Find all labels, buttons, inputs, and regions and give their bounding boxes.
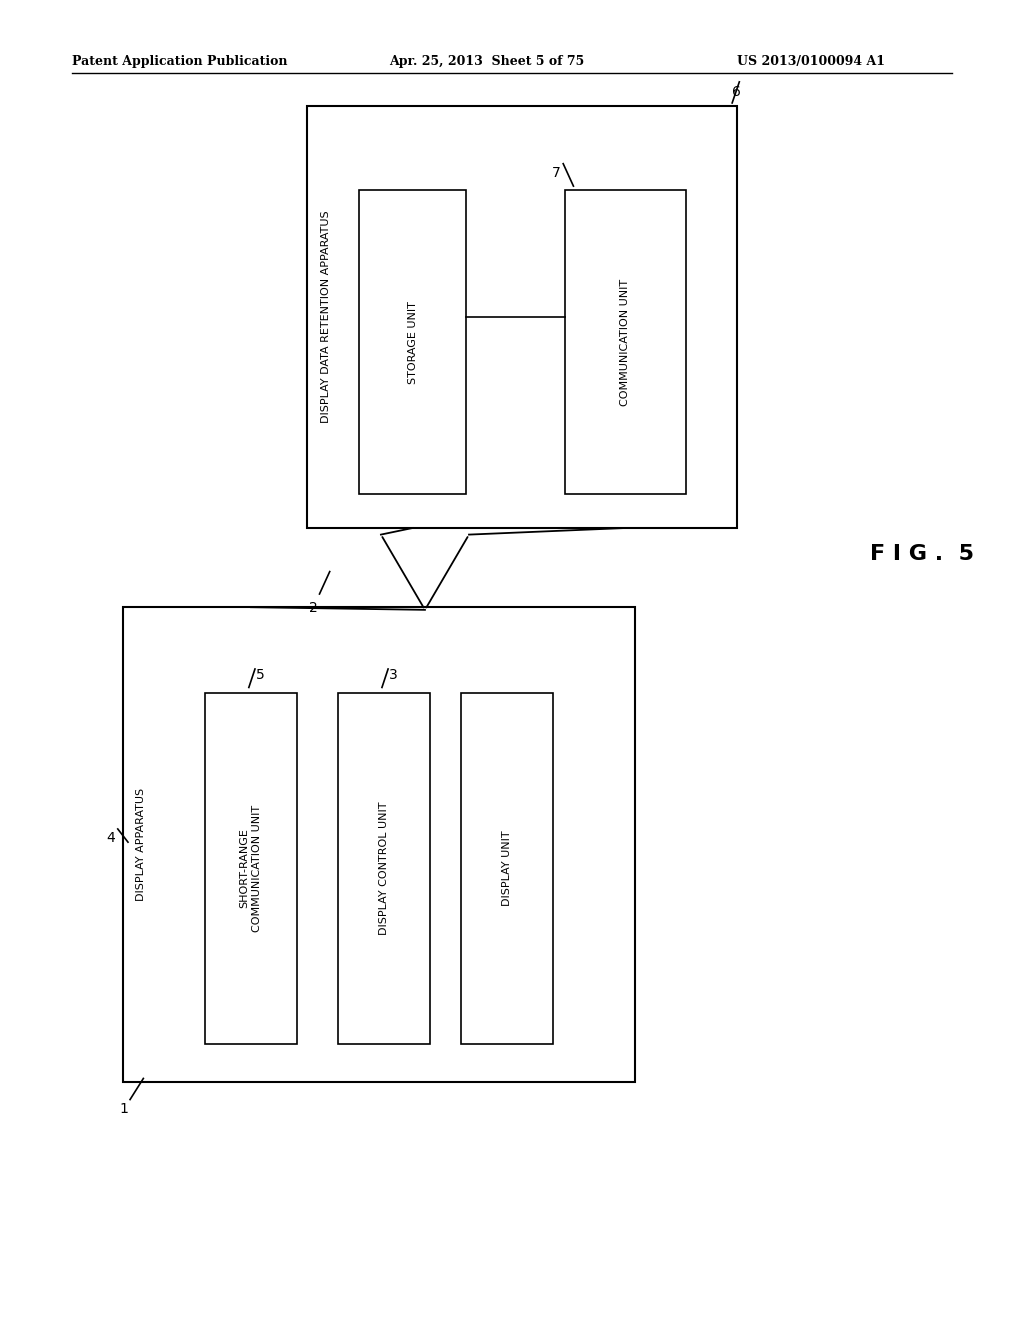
Text: US 2013/0100094 A1: US 2013/0100094 A1: [737, 55, 886, 69]
Text: 1: 1: [119, 1102, 128, 1117]
Text: 3: 3: [389, 668, 398, 682]
Bar: [338, 693, 430, 1044]
Text: COMMUNICATION UNIT: COMMUNICATION UNIT: [621, 279, 631, 405]
Text: DISPLAY APPARATUS: DISPLAY APPARATUS: [136, 788, 146, 902]
Bar: [205, 693, 297, 1044]
Text: SHORT-RANGE
COMMUNICATION UNIT: SHORT-RANGE COMMUNICATION UNIT: [240, 805, 262, 932]
Text: F I G .  5: F I G . 5: [870, 544, 975, 565]
Text: 4: 4: [105, 832, 115, 845]
Text: DISPLAY CONTROL UNIT: DISPLAY CONTROL UNIT: [379, 801, 389, 936]
Text: DISPLAY UNIT: DISPLAY UNIT: [502, 830, 512, 907]
Text: DISPLAY DATA RETENTION APPARATUS: DISPLAY DATA RETENTION APPARATUS: [321, 210, 331, 424]
Text: 5: 5: [256, 668, 265, 682]
Text: 2: 2: [308, 601, 317, 615]
Text: Patent Application Publication: Patent Application Publication: [72, 55, 287, 69]
FancyBboxPatch shape: [123, 607, 635, 1082]
Bar: [565, 190, 686, 494]
Bar: [358, 190, 466, 494]
Bar: [461, 693, 553, 1044]
Text: 7: 7: [551, 165, 560, 180]
Text: 6: 6: [732, 84, 741, 99]
Text: STORAGE UNIT: STORAGE UNIT: [408, 301, 418, 384]
FancyBboxPatch shape: [307, 106, 737, 528]
Text: Apr. 25, 2013  Sheet 5 of 75: Apr. 25, 2013 Sheet 5 of 75: [389, 55, 585, 69]
